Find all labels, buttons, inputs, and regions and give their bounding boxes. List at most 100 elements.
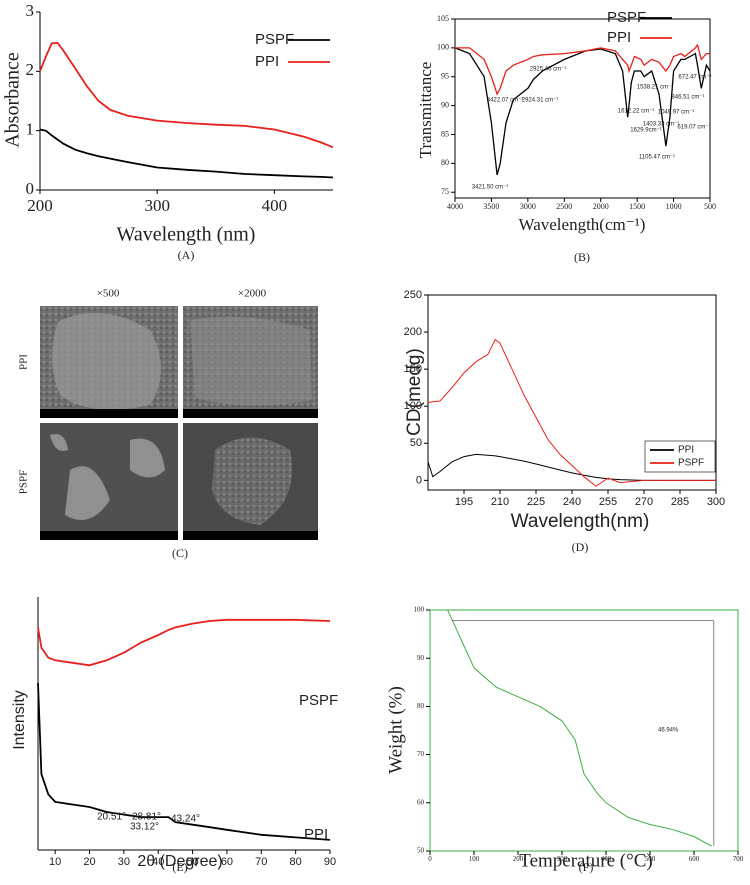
panel-label: (C) [172, 546, 188, 560]
x-tick-label: 0 [428, 855, 432, 863]
y-tick-label: 3 [26, 1, 35, 20]
x-tick-label: 1000 [666, 202, 682, 211]
x-tick-label: 70 [255, 856, 267, 868]
x-tick-label: 225 [527, 496, 545, 508]
annotation: 1538.21 cm⁻¹ [637, 85, 674, 91]
column-label: ×500 [97, 288, 120, 300]
particle [190, 316, 312, 406]
scale-bar [183, 531, 318, 540]
plot-frame [429, 609, 739, 852]
x-tick-label: 3500 [483, 202, 499, 211]
annotation: 33.12° [130, 822, 159, 833]
y-tick-label: 85 [441, 129, 449, 138]
annotation: 1612.22 cm⁻¹ [618, 109, 655, 115]
annotation: 3421.50 cm⁻¹ [472, 185, 509, 191]
annotation: 2925.46 cm⁻¹ [530, 67, 567, 73]
annotation: 2924.31 cm⁻¹ [522, 98, 559, 104]
particle [51, 312, 161, 410]
x-tick-label: 240 [563, 496, 581, 508]
x-tick-label: 500 [645, 855, 656, 863]
x-tick-label: 30 [118, 856, 130, 868]
y-tick-label: 200 [404, 326, 422, 338]
x-tick-label: 200 [513, 855, 524, 863]
legend-label: PSPF [678, 458, 704, 469]
plot-frame [454, 18, 711, 199]
annotation: 672.47 cm⁻¹ [678, 75, 711, 81]
x-tick-label: 10 [49, 856, 61, 868]
x-tick-label: 80 [290, 856, 302, 868]
x-tick-label: 285 [671, 496, 689, 508]
annotation: 20.51° [97, 812, 126, 823]
data-line [454, 47, 711, 176]
x-tick-label: 60 [221, 856, 233, 868]
y-tick-label: 50 [417, 847, 425, 855]
annotation: 1105.47 cm⁻¹ [639, 155, 675, 161]
y-tick-label: 1 [26, 120, 35, 139]
y-tick-label: 150 [404, 363, 422, 375]
legend-label: PSPF [255, 31, 294, 48]
x-tick-label: 400 [601, 855, 612, 863]
y-axis-label: Transmittance [416, 62, 435, 159]
y-tick-label: 2 [26, 60, 35, 79]
legend-label: PSPF [607, 9, 646, 26]
y-tick-label: 80 [417, 702, 425, 710]
x-tick-label: 40 [152, 856, 164, 868]
particle [50, 434, 165, 520]
x-axis-label: Temperature (°C) [519, 850, 652, 871]
x-tick-label: 270 [635, 496, 653, 508]
y-tick-label: 0 [26, 179, 35, 198]
legend-label: PPI [304, 826, 328, 843]
x-tick-label: 500 [704, 202, 716, 211]
annotation: 43.24° [171, 814, 200, 825]
x-axis-label: 2θ (Degree) [137, 853, 222, 870]
panel-label: (D) [572, 540, 589, 554]
x-tick-label: 300 [557, 855, 568, 863]
data-line [455, 43, 710, 96]
annotation: 1049.97 cm⁻¹ [658, 110, 695, 116]
legend-label: PPI [607, 29, 631, 46]
legend-label: PSPF [299, 692, 338, 709]
x-axis-label: Wavelength(cm⁻¹) [519, 215, 646, 234]
x-tick-label: 600 [689, 855, 700, 863]
x-tick-label: 255 [599, 496, 617, 508]
x-tick-label: 100 [469, 855, 480, 863]
y-tick-label: 95 [441, 72, 449, 81]
panel-label: (E) [172, 860, 187, 874]
x-tick-label: 3000 [520, 202, 536, 211]
y-tick-label: 100 [437, 43, 449, 52]
y-tick-label: 60 [417, 798, 425, 806]
y-axis-label: Intensity [11, 690, 28, 750]
x-tick-label: 1500 [629, 202, 645, 211]
x-tick-label: 195 [455, 496, 473, 508]
panel-label: (F) [579, 860, 594, 874]
x-tick-label: 700 [733, 855, 744, 863]
data-line [37, 618, 331, 667]
x-tick-label: 300 [707, 496, 725, 508]
x-tick-label: 2000 [593, 202, 609, 211]
legend-box [644, 440, 716, 473]
x-tick-label: 20 [83, 856, 95, 868]
data-line [39, 41, 334, 149]
y-tick-label: 70 [417, 750, 425, 758]
x-axis-label: Wavelength (nm) [117, 224, 256, 246]
y-tick-label: 75 [441, 187, 449, 196]
annotation: 3422.07 cm⁻¹ [487, 98, 524, 104]
data-line [39, 128, 334, 179]
y-tick-label: 250 [404, 289, 422, 301]
x-tick-label: 200 [27, 196, 53, 215]
legend-label: PPI [678, 445, 694, 456]
y-axis-label: Weight (%) [385, 686, 406, 774]
x-tick-label: 400 [262, 196, 288, 215]
y-tick-label: 105 [437, 14, 449, 23]
annotation: 46.94% [658, 728, 679, 734]
y-tick-label: 90 [417, 654, 425, 662]
x-tick-label: 300 [144, 196, 170, 215]
y-tick-label: 0 [416, 474, 422, 486]
scale-bar [40, 409, 178, 418]
x-tick-label: 90 [324, 856, 336, 868]
column-label: ×2000 [238, 288, 267, 300]
y-tick-label: 100 [404, 400, 422, 412]
row-label: PSPF [18, 470, 30, 494]
data-line [447, 609, 712, 847]
